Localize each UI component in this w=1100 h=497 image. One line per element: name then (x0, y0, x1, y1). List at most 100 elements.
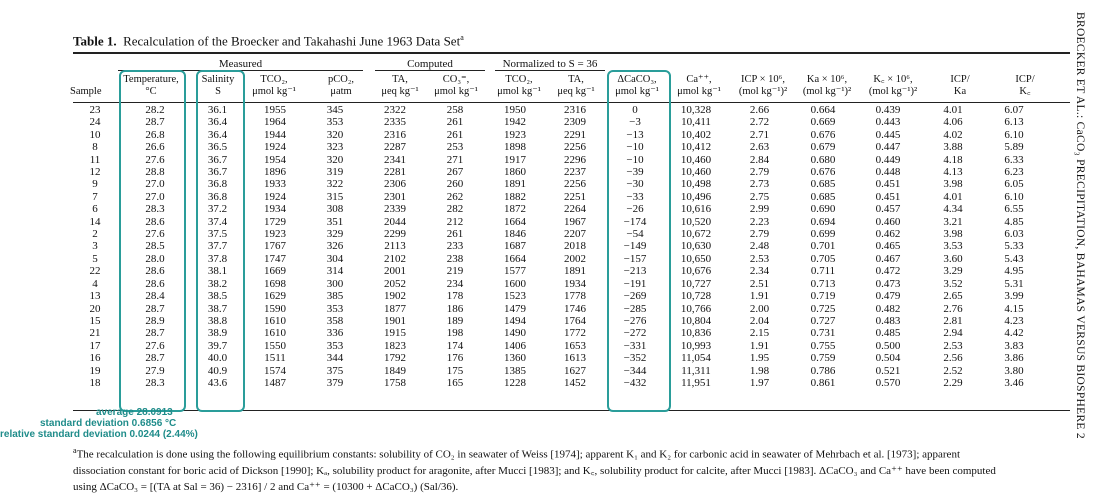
stat-rsd: relative standard deviation 0.0244 (2.44… (0, 429, 198, 440)
table-cell: 2.94 (943, 327, 963, 340)
table-cell: 0.861 (810, 376, 836, 389)
table-cell: 27.6 (145, 153, 165, 166)
table-cell: 10,836 (680, 327, 712, 340)
table-cell: 3.99 (1004, 290, 1024, 303)
table-cell: 1360 (504, 352, 526, 365)
table-cell: 28.3 (145, 203, 165, 216)
table-cell: 1898 (504, 141, 526, 154)
table-cell: 1577 (504, 265, 526, 278)
table-cell: 4.01 (943, 190, 963, 203)
table-cell: 10,520 (680, 215, 712, 228)
table-row: 19 27.9 40.9 1574 375 1849 175 1385 1627 −344 11,3… (70, 365, 1044, 377)
table-cell: 11 (89, 153, 101, 166)
column-header: pCO₂, μatm (327, 74, 355, 97)
table-row: 24 28.7 36.4 1964 353 2335 261 1942 2309 −3 10,411… (70, 116, 1044, 128)
table-cell: −33 (626, 190, 644, 203)
table-cell: 2 (92, 228, 98, 241)
table-cell: 320 (326, 128, 344, 141)
table-row: 13 28.4 38.5 1629 385 1902 178 1523 1778 −269 10,7… (70, 290, 1044, 302)
table-cell: 10,498 (680, 178, 712, 191)
table-cell: 2.48 (749, 240, 770, 253)
table-cell: 1955 (264, 104, 286, 116)
table-cell: 4.15 (1004, 302, 1024, 315)
table-cell: 27.0 (145, 178, 165, 191)
table-cell: 36.8 (207, 178, 228, 191)
running-head: BROECKER ET AL.: CaCO₃ PRECIPITATION, BA… (1074, 12, 1086, 439)
table-cell: 4.06 (943, 116, 963, 129)
table-cell: 1901 (384, 314, 406, 327)
table-cell: 7 (92, 190, 98, 203)
table-cell: 198 (446, 327, 464, 340)
table-cell: 2341 (384, 153, 406, 166)
table-cell: 10,766 (680, 302, 712, 315)
table-cell: 329 (326, 228, 344, 241)
table-row: 12 28.8 36.7 1896 319 2281 267 1860 2237 −39 10,46… (70, 166, 1044, 178)
group-computed: Computed (407, 58, 453, 70)
table-cell: 43.6 (207, 376, 228, 389)
column-header: Temperature, °C (123, 74, 179, 97)
table-cell: 2018 (564, 240, 586, 253)
table-cell: 0.685 (810, 190, 836, 203)
table-cell: 2.66 (749, 104, 770, 116)
table-cell: 28.6 (145, 277, 165, 290)
table-cell: 4.13 (943, 166, 963, 179)
table-cell: −174 (623, 215, 647, 228)
table-cell: 308 (326, 203, 344, 216)
table-cell: 10,630 (680, 240, 712, 253)
table-cell: 258 (446, 104, 464, 116)
table-row: 10 26.8 36.4 1944 320 2316 261 1923 2291 −13 10,40… (70, 129, 1044, 141)
table-cell: 11,311 (681, 364, 711, 377)
table-cell: 1.91 (749, 290, 770, 303)
table-cell: 253 (446, 141, 464, 154)
table-cell: 1698 (264, 277, 286, 290)
table-cell: 6.13 (1004, 116, 1024, 129)
table-cell: 1664 (504, 215, 526, 228)
table-cell: 36.8 (207, 190, 228, 203)
table-cell: 2.84 (749, 153, 770, 166)
table-cell: 5.33 (1004, 240, 1024, 253)
table-cell: 0.676 (810, 166, 836, 179)
table-cell: 3.80 (1004, 364, 1024, 377)
table-cell: 1860 (504, 166, 526, 179)
table-cell: 38.8 (207, 314, 228, 327)
table-row: 7 27.0 36.8 1924 315 2301 262 1882 2251 −33 10,496… (70, 191, 1044, 203)
table-cell: 3.52 (943, 277, 963, 290)
table-cell: 2.79 (749, 228, 770, 241)
table-cell: 4.85 (1004, 215, 1024, 228)
table-cell: −39 (626, 166, 644, 179)
table-cell: 24 (89, 116, 101, 129)
table-cell: −13 (626, 128, 644, 141)
column-header: ICP/K꜀ (1015, 74, 1035, 97)
table-cell: 0.570 (875, 376, 901, 389)
table-cell: 28.7 (145, 116, 165, 129)
table-cell: 0.664 (810, 104, 836, 116)
table-cell: −432 (623, 376, 647, 389)
table-cell: 4.42 (1004, 327, 1024, 340)
table-cell: 0.457 (875, 203, 901, 216)
table-cell: 2113 (384, 240, 406, 253)
table-cell: 0.451 (875, 178, 901, 191)
table-cell: 0.472 (875, 265, 901, 278)
table-cell: 2322 (384, 104, 406, 116)
table-cell: 12 (89, 166, 101, 179)
table-cell: 178 (446, 290, 464, 303)
table-cell: 1950 (504, 104, 526, 116)
table-cell: 3.46 (1004, 376, 1024, 389)
table-cell: 1772 (564, 327, 586, 340)
table-cell: 0.699 (810, 228, 836, 241)
table-cell: 320 (326, 153, 344, 166)
table-cell: 0.482 (875, 302, 901, 315)
table-cell: 5.31 (1004, 277, 1024, 290)
table-cell: 326 (326, 240, 344, 253)
table-cell: 212 (446, 215, 464, 228)
table-cell: 238 (446, 252, 464, 265)
table-cell: 0.504 (875, 352, 901, 365)
column-header: TA, μeq kg⁻¹ (557, 74, 595, 97)
table-row: 15 28.9 38.8 1610 358 1901 189 1494 1764 −276 10,8… (70, 315, 1044, 327)
table-cell: 2.15 (749, 327, 770, 340)
table-cell: 2052 (384, 277, 406, 290)
table-cell: −10 (626, 153, 644, 166)
column-header: K꜀ × 10⁶, (mol kg⁻¹)² (868, 74, 918, 97)
table-cell: 2316 (384, 128, 406, 141)
table-cell: 1846 (504, 228, 526, 241)
